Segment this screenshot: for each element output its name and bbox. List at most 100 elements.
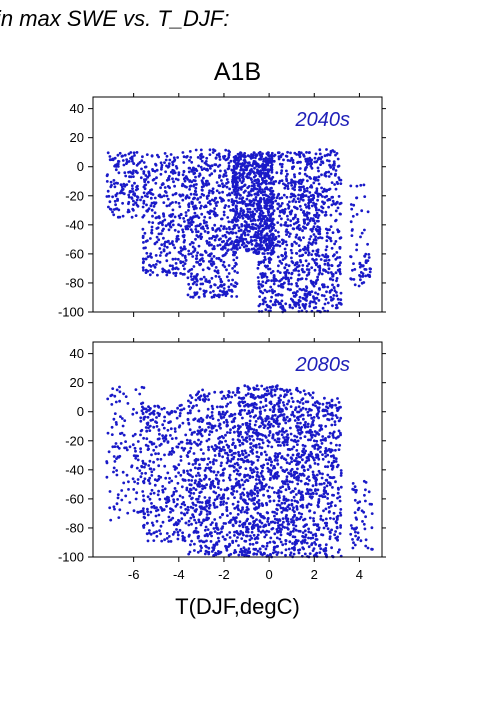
scatter-point bbox=[189, 228, 193, 232]
scatter-point bbox=[172, 169, 176, 173]
scatter-point bbox=[249, 514, 253, 518]
scatter-point bbox=[193, 549, 196, 552]
scatter-point bbox=[209, 531, 212, 535]
scatter-point bbox=[251, 204, 255, 208]
scatter-point bbox=[183, 503, 187, 507]
scatter-point bbox=[296, 429, 300, 432]
scatter-point bbox=[237, 544, 240, 547]
scatter-point bbox=[194, 225, 198, 228]
scatter-point bbox=[136, 482, 140, 485]
scatter-point bbox=[367, 253, 371, 256]
scatter-point bbox=[113, 507, 116, 511]
scatter-point bbox=[296, 217, 300, 221]
scatter-point bbox=[288, 159, 292, 163]
scatter-point bbox=[235, 282, 239, 286]
scatter-point bbox=[248, 199, 252, 203]
scatter-point bbox=[216, 269, 220, 273]
scatter-point bbox=[187, 209, 190, 212]
scatter-point bbox=[311, 533, 315, 537]
scatter-point bbox=[275, 528, 279, 531]
scatter-point bbox=[191, 230, 194, 234]
scatter-point bbox=[272, 154, 276, 158]
scatter-point bbox=[329, 295, 333, 299]
scatter-point bbox=[189, 401, 193, 405]
scatter-point bbox=[267, 151, 270, 155]
scatter-point bbox=[127, 180, 131, 183]
scatter-point bbox=[207, 398, 211, 402]
scatter-point bbox=[272, 223, 276, 227]
scatter-point bbox=[272, 475, 276, 479]
scatter-point bbox=[278, 430, 282, 433]
scatter-point bbox=[280, 202, 284, 205]
scatter-point bbox=[274, 303, 277, 307]
scatter-point bbox=[185, 438, 189, 442]
scatter-point bbox=[220, 461, 223, 465]
scatter-point bbox=[278, 214, 281, 218]
scatter-point bbox=[208, 254, 212, 258]
scatter-point bbox=[296, 278, 300, 282]
scatter-point bbox=[195, 404, 199, 407]
scatter-point bbox=[359, 235, 362, 239]
scatter-point bbox=[197, 174, 201, 178]
scatter-point bbox=[159, 457, 163, 461]
scatter-point bbox=[266, 168, 270, 172]
scatter-point bbox=[171, 267, 175, 271]
scatter-point bbox=[304, 157, 308, 161]
scatter-point bbox=[247, 388, 251, 391]
scatter-point bbox=[149, 492, 153, 496]
scatter-point bbox=[303, 221, 306, 225]
scatter-point bbox=[248, 169, 252, 173]
scatter-point bbox=[205, 504, 209, 508]
scatter-point bbox=[327, 271, 330, 275]
scatter-point bbox=[297, 551, 301, 555]
scatter-point bbox=[261, 302, 265, 306]
scatter-point bbox=[254, 444, 257, 447]
scatter-point bbox=[181, 534, 185, 538]
scatter-point bbox=[331, 231, 335, 235]
scatter-point bbox=[275, 512, 279, 516]
scatter-point bbox=[226, 216, 230, 219]
scatter-point bbox=[181, 173, 185, 177]
scatter-point bbox=[169, 420, 172, 424]
scatter-point bbox=[251, 431, 255, 434]
scatter-point bbox=[295, 233, 299, 237]
scatter-point bbox=[257, 499, 261, 502]
scatter-point bbox=[349, 220, 353, 224]
scatter-point bbox=[250, 215, 254, 219]
scatter-point bbox=[145, 203, 148, 207]
scatter-point bbox=[176, 406, 180, 410]
scatter-point bbox=[243, 231, 247, 235]
scatter-point bbox=[278, 197, 282, 200]
scatter-point bbox=[256, 170, 260, 174]
scatter-point bbox=[123, 419, 127, 422]
scatter-point bbox=[296, 460, 299, 464]
scatter-point bbox=[191, 245, 195, 249]
scatter-point bbox=[182, 469, 186, 473]
scatter-point bbox=[289, 212, 293, 216]
scatter-point bbox=[200, 257, 204, 261]
scatter-point bbox=[284, 438, 287, 442]
scatter-point bbox=[297, 193, 300, 197]
scatter-point bbox=[181, 264, 185, 267]
scatter-point bbox=[338, 212, 342, 216]
scatter-point bbox=[158, 247, 162, 250]
scatter-point bbox=[310, 452, 313, 456]
scatter-point bbox=[290, 447, 294, 451]
scatter-point bbox=[240, 449, 244, 453]
scatter-point bbox=[144, 257, 148, 261]
scatter-point bbox=[218, 176, 221, 179]
scatter-point bbox=[275, 440, 279, 444]
scatter-point bbox=[227, 167, 231, 170]
scatter-point bbox=[265, 529, 269, 533]
scatter-point bbox=[219, 500, 223, 504]
scatter-point bbox=[194, 521, 198, 525]
scatter-point bbox=[177, 223, 181, 227]
scatter-point bbox=[250, 243, 254, 246]
scatter-point bbox=[154, 254, 158, 257]
scatter-point bbox=[135, 198, 139, 202]
scatter-point bbox=[205, 483, 209, 487]
scatter-point bbox=[156, 259, 159, 263]
scatter-point bbox=[247, 176, 251, 179]
scatter-point bbox=[273, 521, 277, 525]
scatter-point bbox=[207, 457, 210, 461]
